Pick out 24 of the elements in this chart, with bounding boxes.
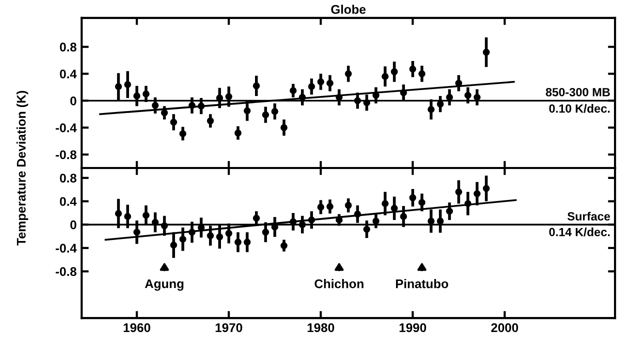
y-tick-label: 0.8 xyxy=(60,174,76,183)
y-tick-label: 0.4 xyxy=(60,197,77,206)
legend-label: Surface xyxy=(567,212,610,221)
y-tick-label: -0.8 xyxy=(56,267,76,276)
y-axis-title: Temperature Deviation (K) xyxy=(16,90,28,246)
text: 850-300 MB xyxy=(546,88,610,96)
y-tick-label: 0.4 xyxy=(60,70,77,78)
y-tick-label: -0.4 xyxy=(56,123,77,132)
x-tick-label: 2000 xyxy=(491,323,518,332)
annotation: 0.10 K/dec. xyxy=(549,104,610,113)
chart-title: Globe xyxy=(331,4,366,14)
x-tick-label: 1990 xyxy=(400,323,426,332)
x-tick-label: 1960 xyxy=(124,323,150,332)
annotation: Pinatubo xyxy=(396,279,448,288)
y-tick-label: -0.4 xyxy=(56,244,77,253)
y-tick-label: 0.8 xyxy=(60,42,76,52)
annotation: 0.14 K/dec. xyxy=(549,228,610,236)
y-tick-label: 0 xyxy=(70,220,76,230)
y-tick-label: -0.8 xyxy=(56,150,76,160)
annotation: Agung xyxy=(144,279,184,291)
annotation: Chichon xyxy=(314,279,364,288)
x-tick-label: 1980 xyxy=(308,323,334,332)
y-tick-label: 0 xyxy=(70,96,76,106)
x-tick-label: 1970 xyxy=(216,323,242,332)
